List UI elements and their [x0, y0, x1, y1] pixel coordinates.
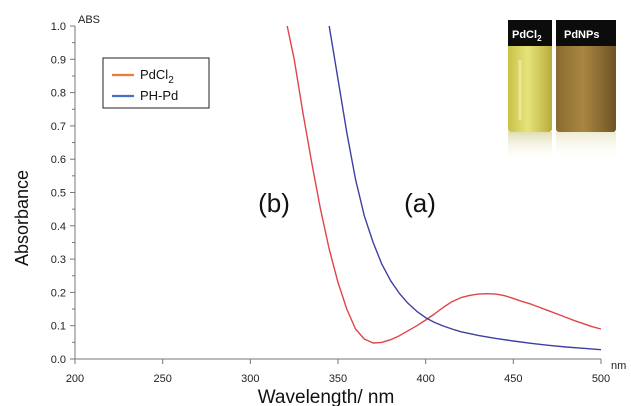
- x-tick-label: 400: [416, 373, 434, 385]
- y-tick-label: 0.5: [51, 188, 66, 200]
- x-unit-tag: nm: [611, 360, 626, 372]
- inset-label-pdnps: PdNPs: [564, 29, 599, 41]
- vial-pdcl2-cap: [508, 20, 552, 46]
- y-tick-label: 0.7: [51, 121, 66, 133]
- legend-entry-pdcl2: PdCl2: [140, 67, 174, 86]
- x-tick-label: 450: [504, 373, 522, 385]
- x-tick-label: 500: [592, 373, 610, 385]
- annotation-b: (b): [258, 188, 290, 218]
- y-tick-label: 0.4: [51, 221, 66, 233]
- x-axis-label: Wavelength/ nm: [258, 387, 395, 406]
- y-tick-label: 0.8: [51, 88, 66, 100]
- legend-sub-pdcl2: 2: [168, 75, 174, 86]
- legend-box: [102, 57, 210, 109]
- y-tick-label: 0.2: [51, 287, 66, 299]
- y-axis-label: Absorbance: [12, 170, 32, 266]
- inset-label-1-sub: 2: [537, 34, 542, 43]
- y-tick-label: 0.1: [51, 321, 66, 333]
- legend: PdCl2 PH-Pd: [102, 57, 210, 109]
- x-tick-group: 200 250 300 350 400 450 500: [66, 359, 610, 385]
- vial-pdnps-reflection: [556, 132, 616, 162]
- vial-pdnps-cap: [556, 20, 616, 46]
- x-tick-label: 200: [66, 373, 84, 385]
- legend-entry-ph-pd: PH-Pd: [140, 88, 178, 103]
- series-layer: [286, 25, 602, 351]
- y-tick-label: 0.6: [51, 154, 66, 166]
- y-tick-label: 0.0: [51, 354, 66, 366]
- series-line-ph-pd: [328, 25, 602, 351]
- inset-label-1: PdCl: [512, 29, 537, 41]
- x-tick-label: 300: [241, 373, 259, 385]
- vials-inset-photo: PdCl2 PdNPs: [503, 16, 619, 166]
- y-tick-group: 0.0 0.1 0.2 0.3 0.4 0.5 0.6 0.7 0.8 0.9 1.0: [51, 21, 75, 366]
- x-tick-label: 350: [329, 373, 347, 385]
- y-tick-label: 1.0: [51, 21, 66, 33]
- y-tick-label: 0.9: [51, 54, 66, 66]
- legend-label-pdcl2: PdCl: [140, 67, 168, 82]
- y-tick-label: 0.3: [51, 254, 66, 266]
- x-tick-label: 250: [153, 373, 171, 385]
- vial-pdcl2-reflection: [508, 132, 552, 162]
- series-line-pdcl2: [286, 25, 602, 344]
- annotation-a: (a): [404, 188, 436, 218]
- inset-label-pdcl2: PdCl2: [512, 29, 542, 43]
- vial-pdnps: [556, 20, 616, 132]
- y-unit-tag: ABS: [78, 14, 100, 26]
